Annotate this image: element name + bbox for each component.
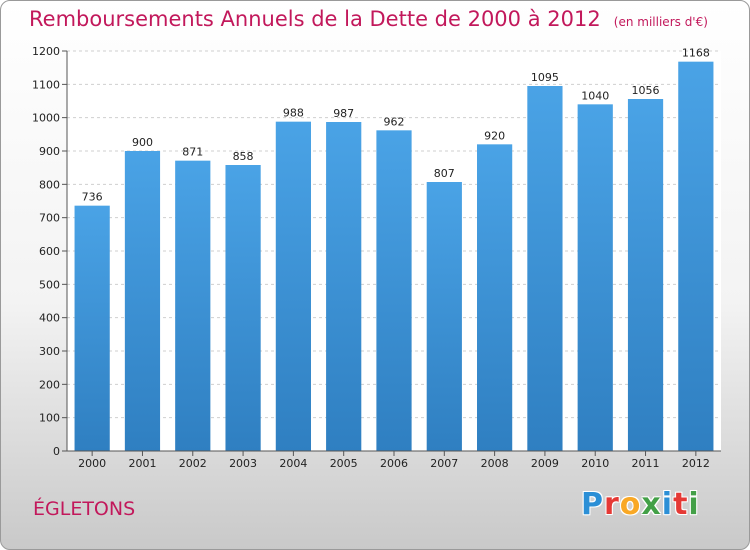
chart-title: Remboursements Annuels de la Dette de 20…: [29, 7, 601, 31]
chart-title-block: Remboursements Annuels de la Dette de 20…: [29, 7, 708, 31]
logo-letter: i: [661, 487, 674, 522]
logo-letter: P: [581, 487, 604, 522]
bar-value-label: 988: [283, 107, 304, 120]
bar-value-label: 807: [434, 167, 455, 180]
bar-value-label: 736: [82, 191, 103, 204]
y-tick-label: 900: [39, 145, 60, 158]
bar: [275, 121, 311, 452]
bar: [124, 151, 161, 451]
x-tick-label: 2012: [682, 457, 710, 470]
chart-unit: (en milliers d'€): [613, 15, 708, 29]
x-tick-label: 2011: [632, 457, 660, 470]
bar: [376, 130, 412, 452]
bar: [678, 61, 714, 452]
place-name: ÉGLETONS: [33, 498, 136, 520]
x-tick-label: 2005: [330, 457, 358, 470]
y-tick-label: 700: [39, 212, 60, 225]
logo-letter: o: [619, 487, 642, 522]
bar-value-label: 1040: [581, 89, 609, 102]
x-tick-label: 2010: [581, 457, 609, 470]
y-tick-label: 200: [39, 378, 60, 391]
y-tick-label: 1100: [32, 78, 60, 91]
x-tick-label: 2001: [128, 457, 156, 470]
y-tick-label: 300: [39, 345, 60, 358]
bar: [627, 99, 664, 451]
bar: [225, 165, 261, 451]
x-tick-label: 2003: [229, 457, 257, 470]
y-tick-label: 0: [53, 445, 60, 458]
logo-letter: t: [673, 487, 689, 522]
y-tick-label: 100: [39, 412, 60, 425]
y-tick-label: 600: [39, 245, 60, 258]
y-tick-label: 400: [39, 312, 60, 325]
bar: [326, 122, 362, 451]
bar-value-label: 920: [484, 129, 505, 142]
bar-value-label: 987: [333, 107, 354, 120]
x-tick-label: 2002: [179, 457, 207, 470]
bar: [527, 86, 563, 451]
bar-value-label: 900: [132, 136, 153, 149]
bar-value-label: 962: [384, 115, 405, 128]
x-tick-label: 2008: [481, 457, 509, 470]
bar-value-label: 871: [182, 146, 203, 159]
logo-letter: x: [641, 487, 662, 522]
y-tick-label: 1200: [32, 45, 60, 58]
x-tick-label: 2007: [430, 457, 458, 470]
y-tick-label: 1000: [32, 112, 60, 125]
bar: [175, 160, 211, 451]
x-tick-label: 2000: [78, 457, 106, 470]
bar-value-label: 1056: [632, 84, 660, 97]
logo-letter: i: [688, 487, 700, 522]
bar-value-label: 858: [233, 150, 254, 163]
x-tick-label: 2006: [380, 457, 408, 470]
bar: [426, 182, 462, 451]
x-tick-label: 2009: [531, 457, 559, 470]
y-tick-label: 500: [39, 278, 60, 291]
x-tick-label: 2004: [279, 457, 307, 470]
bar: [74, 205, 110, 451]
logo-letter: r: [604, 487, 620, 522]
y-tick-label: 800: [39, 178, 60, 191]
bar: [477, 144, 513, 452]
bar-value-label: 1095: [531, 71, 559, 84]
proxiti-logo: Proxiti: [581, 487, 700, 522]
bar: [577, 104, 613, 451]
bar-value-label: 1168: [682, 47, 710, 60]
